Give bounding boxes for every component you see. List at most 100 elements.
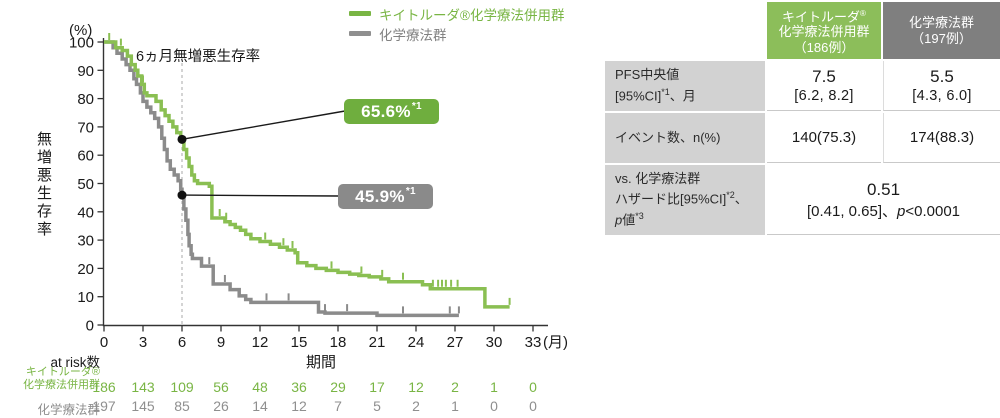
- y-tick-label: 10: [77, 289, 94, 306]
- at-risk-count: 109: [170, 379, 194, 395]
- header-line: 化学療法群: [908, 15, 974, 30]
- axes: [102, 38, 548, 327]
- row-label-pfs-median: PFS中央値 [95%CI]*1、月: [605, 61, 765, 111]
- y-tick-label: 60: [77, 148, 94, 165]
- at-risk-count: 1: [490, 379, 498, 395]
- at-risk-count: 0: [490, 398, 498, 414]
- y-axis-unit: (%): [69, 22, 93, 39]
- header-line: キイトルーダ®: [782, 8, 866, 24]
- x-axis-unit: (月): [543, 334, 568, 351]
- km-curve-pembro: [104, 40, 510, 309]
- x-tick-label: 33: [525, 334, 542, 351]
- table-header-pembro-combo: キイトルーダ® 化学療法併用群 （186例）: [767, 2, 881, 59]
- at-risk-label-line: 化学療法併用群: [23, 379, 100, 391]
- events-chemo: 174(88.3): [883, 113, 1000, 163]
- callout-line: [181, 194, 340, 197]
- at-risk-row-label-chemo: 化学療法群: [0, 399, 100, 418]
- row-label-hazard-ratio: vs. 化学療法群 ハザード比[95%CI]*2、 p値*3: [605, 165, 765, 235]
- at-risk-count: 12: [408, 379, 424, 395]
- legend: キイトルーダ®化学療法併用群 化学療法群: [349, 4, 564, 43]
- table-header-blank: [605, 2, 765, 59]
- legend-label: 化学療法群: [379, 27, 447, 43]
- callout-line: [181, 110, 346, 141]
- landmark-dot: [177, 134, 187, 144]
- at-risk-count: 2: [412, 398, 420, 414]
- km-curve-chemo: [104, 40, 459, 318]
- x-tick-label: 18: [330, 334, 347, 351]
- results-table: キイトルーダ® 化学療法併用群 （186例） 化学療法群 （197例） PFS中…: [605, 2, 1000, 235]
- legend-item-pembro-combo: キイトルーダ®化学療法併用群: [349, 4, 564, 23]
- at-risk-label-line: 化学療法群: [37, 403, 100, 417]
- legend-item-chemo: 化学療法群: [349, 24, 564, 43]
- label-line: p値*3: [615, 211, 644, 228]
- x-tick-label: 15: [291, 334, 308, 351]
- row-label-events: イベント数、n(%): [605, 113, 765, 163]
- y-tick-label: 40: [77, 204, 94, 221]
- km-plot-svg: 0 10 20 30 40 50 60 70 80 90 100 0 3 6 9 12 15 18 21 24 27 30…: [69, 33, 568, 351]
- value-line: 0.51: [866, 179, 901, 199]
- at-risk-count: 56: [213, 379, 229, 395]
- hazard-ratio-value: 0.51 [0.41, 0.65]、p<0.0001: [767, 165, 1000, 235]
- label-line: vs. 化学療法群: [615, 170, 701, 186]
- at-risk-count: 7: [334, 398, 342, 414]
- at-risk-count: 36: [291, 379, 307, 395]
- x-tick-label: 12: [252, 334, 269, 351]
- at-risk-count: 26: [213, 398, 229, 414]
- landmark-callout-pembro: 65.6% *1: [344, 99, 439, 124]
- at-risk-count: 143: [131, 379, 155, 395]
- at-risk-count: 186: [92, 379, 116, 395]
- x-tick-label: 21: [369, 334, 386, 351]
- y-tick-label: 20: [77, 261, 94, 278]
- at-risk-count: 5: [373, 398, 381, 414]
- y-tick-label: 80: [77, 91, 94, 108]
- header-line: 化学療法併用群: [778, 24, 870, 40]
- x-tick-label: 30: [486, 334, 503, 351]
- label-line: [95%CI]*1、月: [615, 86, 696, 104]
- label-line: PFS中央値: [615, 67, 680, 83]
- footnote-marker: *1: [405, 186, 416, 197]
- y-tick-label: 30: [77, 233, 94, 250]
- value-line: 7.5: [812, 67, 836, 86]
- x-axis-title: 期間: [305, 354, 336, 371]
- at-risk-label-line: キイトルーダ®: [25, 366, 100, 378]
- table-header-chemo: 化学療法群 （197例）: [883, 2, 1000, 59]
- landmark-dot: [177, 190, 187, 200]
- at-risk-count: 17: [369, 379, 385, 395]
- value-line: 140(75.3): [791, 129, 857, 146]
- x-tick-label: 6: [178, 334, 186, 351]
- at-risk-row-label-pembro: キイトルーダ® 化学療法併用群: [0, 366, 100, 392]
- legend-swatch-green: [349, 11, 371, 16]
- value-line: [0.41, 0.65]、p<0.0001: [806, 202, 961, 220]
- value-line: [4.3, 6.0]: [912, 88, 972, 104]
- landmark-value: 65.6%: [361, 101, 411, 121]
- y-tick-label: 90: [77, 63, 94, 80]
- x-tick-label: 9: [217, 334, 225, 351]
- pfs-median-pembro: 7.5 [6.2, 8.2]: [767, 61, 881, 111]
- header-line: （197例）: [911, 30, 972, 46]
- pfs-median-chemo: 5.5 [4.3, 6.0]: [883, 61, 1000, 111]
- at-risk-count: 12: [291, 398, 307, 414]
- landmark-callout-chemo: 45.9% *1: [338, 184, 433, 209]
- y-tick-label: 50: [77, 176, 94, 193]
- legend-label: キイトルーダ®化学療法併用群: [379, 7, 565, 23]
- y-tick-label: 100: [69, 35, 94, 52]
- at-risk-count: 48: [252, 379, 268, 395]
- legend-swatch-gray: [349, 31, 371, 36]
- at-risk-count: 85: [174, 398, 190, 414]
- y-tick-label: 0: [86, 318, 94, 335]
- at-risk-count: 0: [529, 379, 537, 395]
- y-tick-label: 70: [77, 119, 94, 136]
- landmark-annotation: 6ヵ月無増悪生存率: [136, 49, 261, 65]
- value-line: 174(88.3): [909, 129, 975, 146]
- value-line: [6.2, 8.2]: [794, 88, 854, 104]
- at-risk-count: 29: [330, 379, 346, 395]
- at-risk-title: at risk数: [50, 355, 100, 370]
- at-risk-count: 145: [131, 398, 155, 414]
- at-risk-count: 2: [451, 379, 459, 395]
- x-tick-label: 24: [408, 334, 425, 351]
- footnote-marker: *1: [411, 101, 422, 112]
- at-risk-count: 0: [529, 398, 537, 414]
- label-line: イベント数、n(%): [615, 129, 721, 145]
- x-tick-label: 27: [447, 334, 464, 351]
